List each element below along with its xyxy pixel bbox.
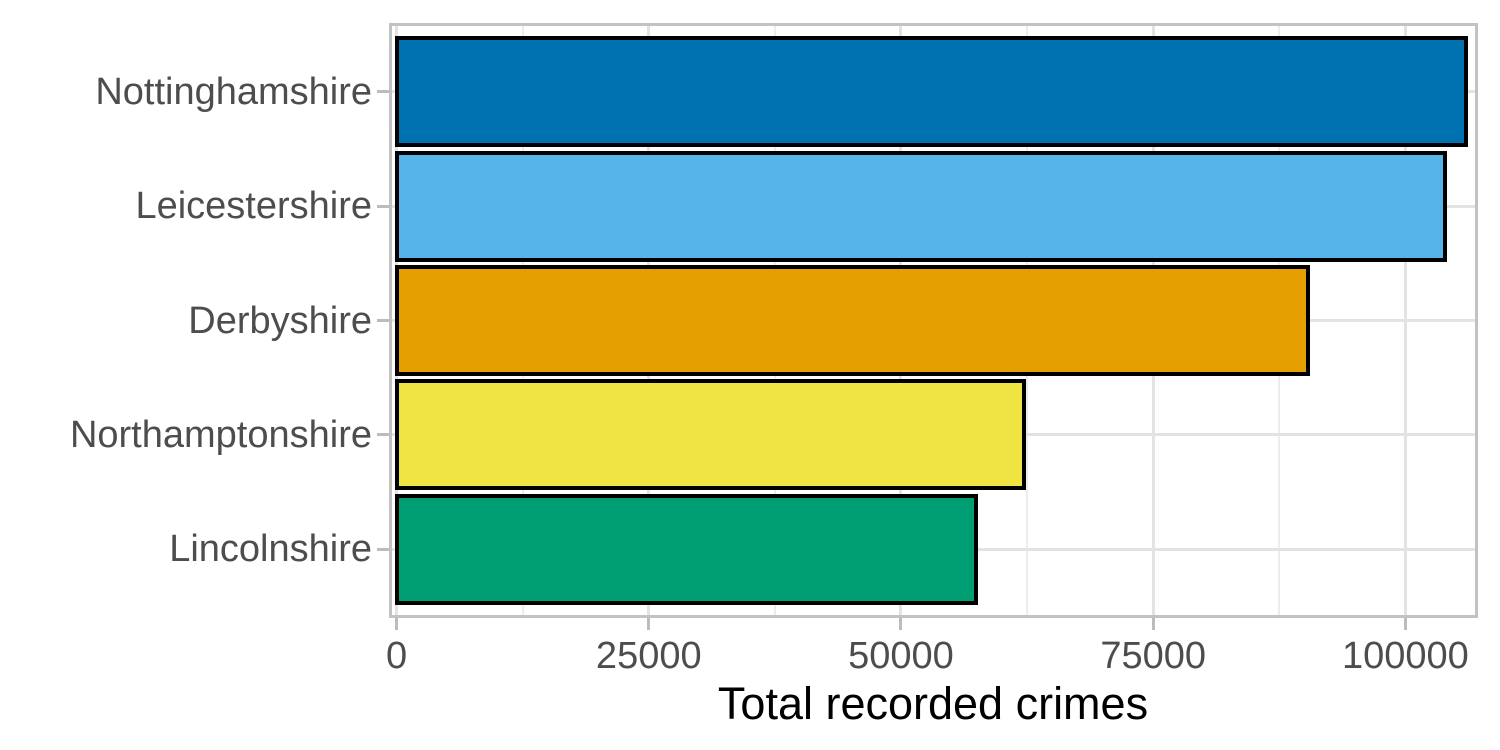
y-axis-tick-label-northamptonshire: Northamptonshire (69, 413, 372, 456)
x-axis-tick (899, 618, 903, 630)
y-axis-tick-label-nottinghamshire: Nottinghamshire (95, 70, 372, 113)
y-axis-tick (377, 90, 389, 94)
x-axis-tick (1403, 618, 1407, 630)
x-axis-tick-label: 100000 (1341, 635, 1469, 677)
x-axis-tick (395, 618, 399, 630)
bar-nottinghamshire (394, 36, 1468, 148)
bar-northamptonshire (394, 379, 1027, 491)
x-axis-title: Total recorded crimes (717, 678, 1149, 729)
x-axis-tick (647, 618, 651, 630)
y-axis-tick (377, 547, 389, 551)
x-axis-tick-label: 75000 (1100, 635, 1206, 677)
x-axis-tick (1151, 618, 1155, 630)
x-axis-tick-label: 50000 (848, 635, 954, 677)
x-axis-tick-label: 0 (385, 635, 408, 677)
y-axis-tick (377, 433, 389, 437)
bar-derbyshire (394, 265, 1310, 376)
bar-leicestershire (394, 150, 1447, 262)
y-axis-tick-label-lincolnshire: Lincolnshire (169, 528, 372, 571)
y-axis-tick-label-leicestershire: Leicestershire (135, 185, 372, 228)
plot-panel (389, 23, 1478, 618)
y-axis-tick (377, 204, 389, 208)
x-axis-tick-label: 25000 (595, 635, 702, 677)
y-axis-tick (377, 319, 389, 322)
bar-lincolnshire (394, 493, 978, 605)
y-axis-tick-label-derbyshire: Derbyshire (188, 299, 372, 342)
